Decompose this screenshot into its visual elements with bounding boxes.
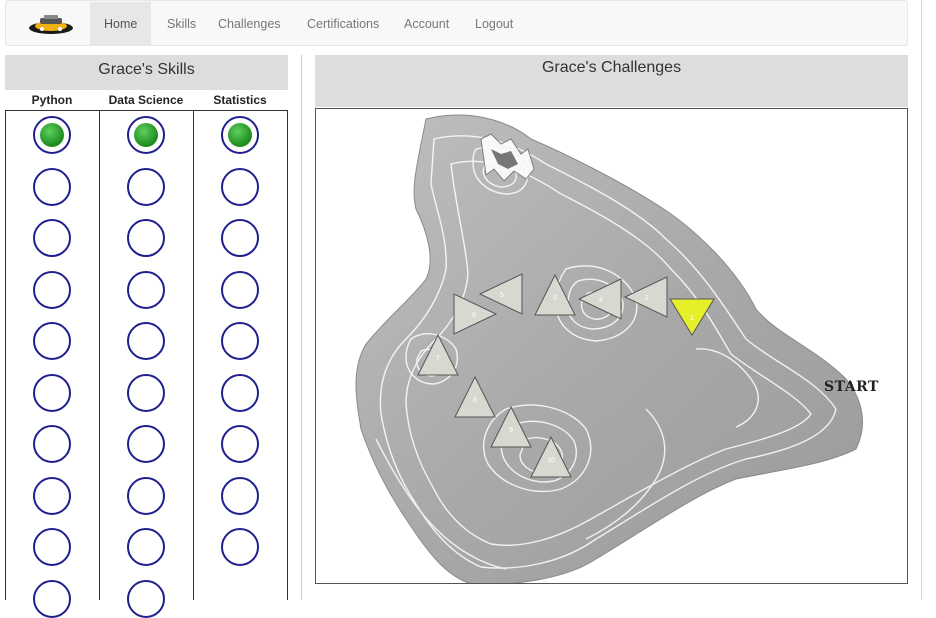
logo-icon[interactable] bbox=[26, 9, 76, 39]
challenge-marker-label: 8 bbox=[473, 397, 477, 404]
skill-level-circle[interactable] bbox=[127, 271, 165, 309]
skill-level-circle[interactable] bbox=[127, 528, 165, 566]
challenges-panel-title: Grace's Challenges bbox=[315, 55, 908, 107]
skill-level-circle[interactable] bbox=[33, 528, 71, 566]
skill-level-circle[interactable] bbox=[127, 168, 165, 206]
skill-level-circle[interactable] bbox=[127, 116, 165, 154]
summit-crater bbox=[480, 133, 535, 182]
skills-grid bbox=[5, 110, 288, 600]
challenge-marker-label: 1 bbox=[690, 315, 694, 322]
challenge-map: 1 2 3 4 5 6 7 8 9 10 START bbox=[315, 108, 908, 584]
nav-logout[interactable]: Logout bbox=[475, 17, 514, 31]
skill-level-circle[interactable] bbox=[221, 425, 259, 463]
nav-certifications[interactable]: Certifications bbox=[307, 17, 380, 31]
challenge-marker-label: 2 bbox=[645, 295, 649, 302]
skill-column-header-statistics: Statistics bbox=[213, 93, 267, 107]
nav-account[interactable]: Account bbox=[404, 17, 450, 31]
challenge-marker-1[interactable] bbox=[669, 298, 715, 336]
skill-level-circle[interactable] bbox=[33, 168, 71, 206]
challenge-marker-label: 6 bbox=[472, 312, 476, 319]
skill-level-circle[interactable] bbox=[221, 219, 259, 257]
challenge-marker-label: 4 bbox=[599, 297, 603, 304]
skill-level-circle[interactable] bbox=[33, 271, 71, 309]
skill-level-circle[interactable] bbox=[127, 219, 165, 257]
skill-level-circle[interactable] bbox=[221, 322, 259, 360]
skill-level-circle[interactable] bbox=[127, 425, 165, 463]
skill-level-circle[interactable] bbox=[33, 425, 71, 463]
challenge-marker-2[interactable] bbox=[623, 276, 668, 318]
challenge-marker-6[interactable] bbox=[453, 293, 498, 335]
skill-level-circle[interactable] bbox=[221, 168, 259, 206]
skill-level-circle[interactable] bbox=[221, 271, 259, 309]
skill-level-circle[interactable] bbox=[221, 374, 259, 412]
skill-level-circle[interactable] bbox=[221, 477, 259, 515]
panel-separator bbox=[301, 55, 302, 600]
top-navbar: Home Skills Challenges Certifications Ac… bbox=[5, 0, 908, 46]
nav-skills[interactable]: Skills bbox=[167, 17, 197, 31]
challenge-marker-label: 7 bbox=[436, 355, 440, 362]
nav-home[interactable]: Home bbox=[90, 2, 152, 46]
skill-level-circle[interactable] bbox=[221, 116, 259, 154]
grid-divider bbox=[99, 110, 100, 600]
skill-level-circle[interactable] bbox=[33, 116, 71, 154]
skill-column-header-data-science: Data Science bbox=[108, 93, 184, 107]
nav-challenges[interactable]: Challenges bbox=[218, 17, 281, 31]
skill-level-circle[interactable] bbox=[221, 528, 259, 566]
challenge-marker-5[interactable] bbox=[478, 273, 523, 315]
skills-panel-title: Grace's Skills bbox=[5, 55, 288, 90]
island-landmass bbox=[355, 114, 864, 583]
challenge-marker-9[interactable] bbox=[490, 405, 532, 448]
skill-level-circle[interactable] bbox=[127, 477, 165, 515]
skill-level-circle[interactable] bbox=[33, 580, 71, 618]
skill-column-header-python: Python bbox=[31, 93, 73, 107]
challenge-marker-4[interactable] bbox=[577, 278, 622, 320]
grid-divider bbox=[193, 110, 194, 600]
skill-level-circle[interactable] bbox=[127, 374, 165, 412]
skill-level-circle[interactable] bbox=[33, 374, 71, 412]
page-edge-rule bbox=[921, 0, 922, 600]
challenge-marker-10[interactable] bbox=[530, 435, 572, 478]
skill-level-circle[interactable] bbox=[127, 580, 165, 618]
challenge-marker-7[interactable] bbox=[417, 333, 459, 376]
skill-level-circle[interactable] bbox=[127, 322, 165, 360]
challenge-marker-label: 3 bbox=[553, 295, 557, 302]
start-label: START bbox=[824, 379, 879, 395]
challenge-marker-3[interactable] bbox=[534, 273, 576, 316]
skill-level-circle[interactable] bbox=[33, 219, 71, 257]
topographic-map: 1 2 3 4 5 6 7 8 9 10 bbox=[355, 114, 864, 583]
challenge-markers: 1 2 3 4 5 6 7 8 9 10 bbox=[417, 273, 715, 478]
challenge-marker-label: 10 bbox=[547, 457, 555, 464]
challenge-marker-8[interactable] bbox=[454, 375, 496, 418]
challenge-marker-label: 9 bbox=[509, 427, 513, 434]
skill-level-circle[interactable] bbox=[33, 477, 71, 515]
skill-level-circle[interactable] bbox=[33, 322, 71, 360]
challenge-marker-label: 5 bbox=[500, 292, 504, 299]
